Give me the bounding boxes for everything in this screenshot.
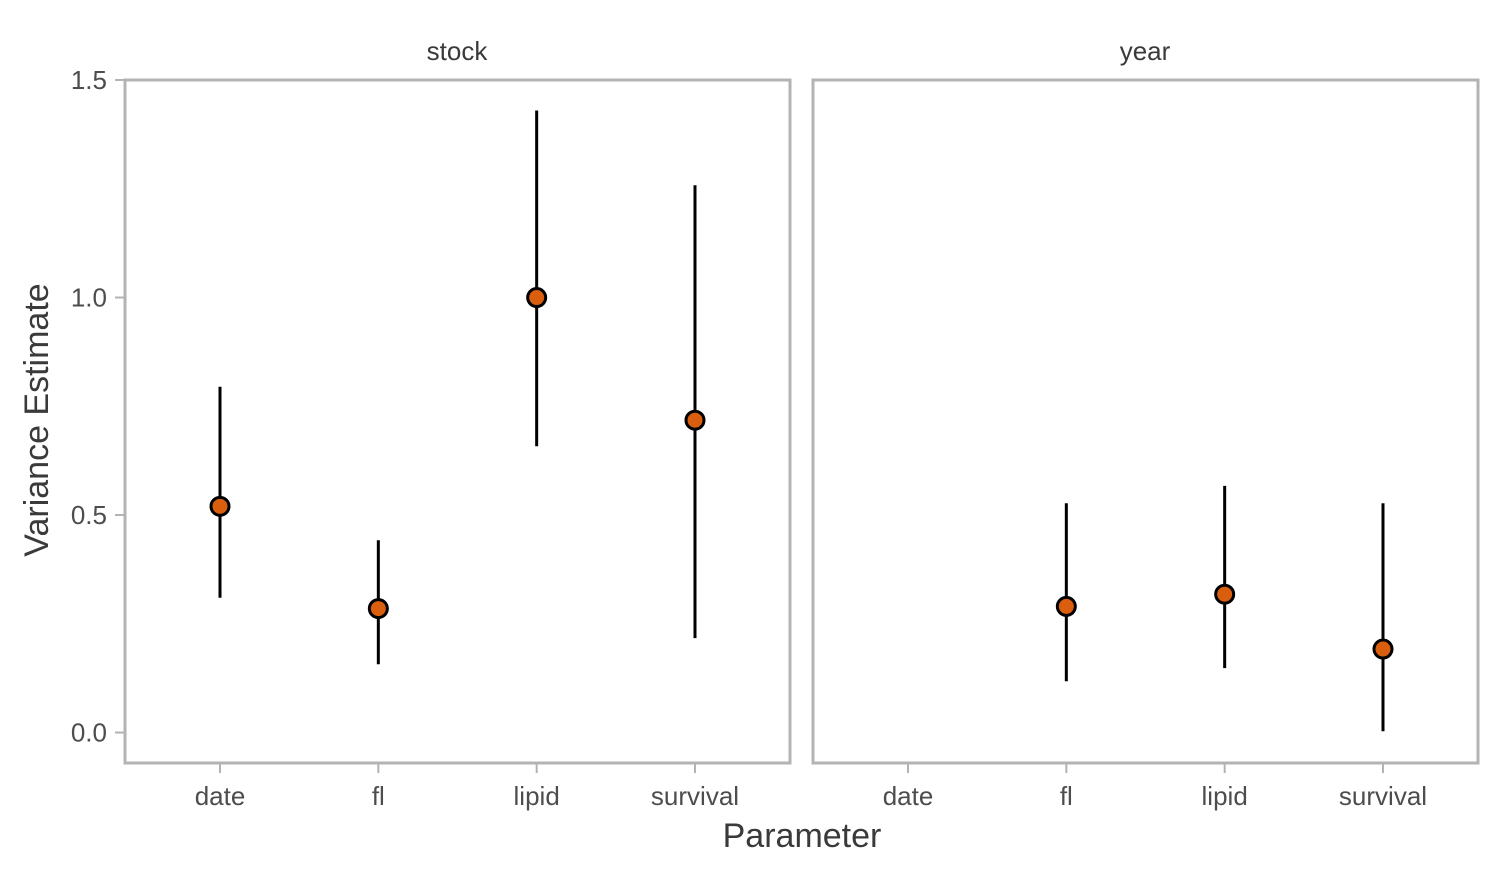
x-tick-label-date: date: [883, 781, 934, 811]
panel-border-year: [811, 78, 1480, 765]
panel-border-stock: [123, 78, 792, 765]
y-tick-label: 1.5: [71, 65, 107, 95]
point-stock-lipid: [526, 287, 548, 309]
facet-marks-year: [1055, 485, 1394, 732]
x-axis: date fl lipid survival date fl lipid survival: [195, 763, 1427, 811]
facet-title-stock: stock: [427, 36, 489, 66]
point-stock-date: [209, 495, 231, 517]
x-tick-label-survival: survival: [1339, 781, 1427, 811]
y-tick-label: 0.0: [71, 718, 107, 748]
y-tick-label: 0.5: [71, 500, 107, 530]
y-tick-label: 1.0: [71, 283, 107, 313]
x-tick-label-date: date: [195, 781, 246, 811]
x-axis-title: Parameter: [723, 817, 882, 855]
x-tick-label-fl: fl: [372, 781, 385, 811]
y-axis-title: Variance Estimate: [18, 283, 56, 556]
y-axis: 0.0 0.5 1.0 1.5: [71, 65, 125, 748]
x-tick-label-fl: fl: [1060, 781, 1073, 811]
facet-marks-stock: [209, 110, 706, 665]
x-tick-label-survival: survival: [651, 781, 739, 811]
point-year-fl: [1055, 595, 1077, 617]
point-year-lipid: [1214, 583, 1236, 605]
x-tick-label-lipid: lipid: [514, 781, 560, 811]
point-stock-survival: [684, 409, 706, 431]
panels: [123, 78, 1480, 765]
point-stock-fl: [367, 598, 389, 620]
x-tick-label-lipid: lipid: [1202, 781, 1248, 811]
facet-title-year: year: [1120, 36, 1171, 66]
point-year-survival: [1372, 638, 1394, 660]
